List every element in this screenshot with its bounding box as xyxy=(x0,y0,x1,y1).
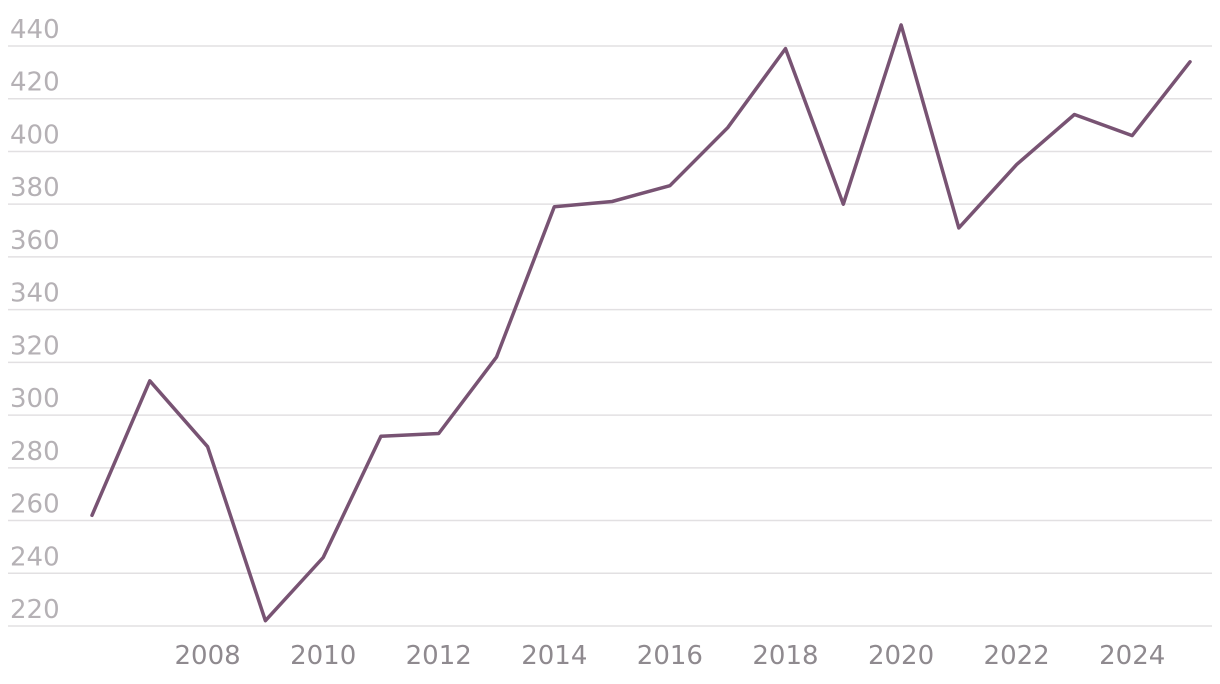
x-tick-label: 2022 xyxy=(984,641,1050,671)
x-tick-label: 2018 xyxy=(752,641,818,671)
x-tick-label: 2014 xyxy=(521,641,587,671)
y-tick-label: 440 xyxy=(10,15,60,45)
y-tick-label: 260 xyxy=(10,490,60,520)
y-tick-label: 340 xyxy=(10,279,60,309)
x-tick-label: 2024 xyxy=(1099,641,1165,671)
y-tick-label: 300 xyxy=(10,384,60,414)
y-tick-label: 280 xyxy=(10,437,60,467)
y-tick-label: 420 xyxy=(10,68,60,98)
x-tick-label: 2008 xyxy=(174,641,240,671)
y-tick-label: 240 xyxy=(10,542,60,572)
x-axis-ticks: 2008 2010 2012 2014 2016 2018 2020 2022 2024 xyxy=(174,641,1165,671)
y-tick-label: 380 xyxy=(10,173,60,203)
y-tick-label: 220 xyxy=(10,595,60,625)
x-tick-label: 2010 xyxy=(290,641,356,671)
series-line xyxy=(90,23,1192,623)
y-tick-label: 360 xyxy=(10,226,60,256)
y-tick-label: 320 xyxy=(10,331,60,361)
x-tick-label: 2020 xyxy=(868,641,934,671)
y-tick-label: 400 xyxy=(10,120,60,150)
gridlines xyxy=(8,45,1212,627)
y-axis-ticks: 440 420 400 380 360 340 320 300 280 260 240 220 xyxy=(10,15,60,625)
x-tick-label: 2012 xyxy=(406,641,472,671)
x-tick-label: 2016 xyxy=(637,641,703,671)
series-group xyxy=(90,23,1192,623)
